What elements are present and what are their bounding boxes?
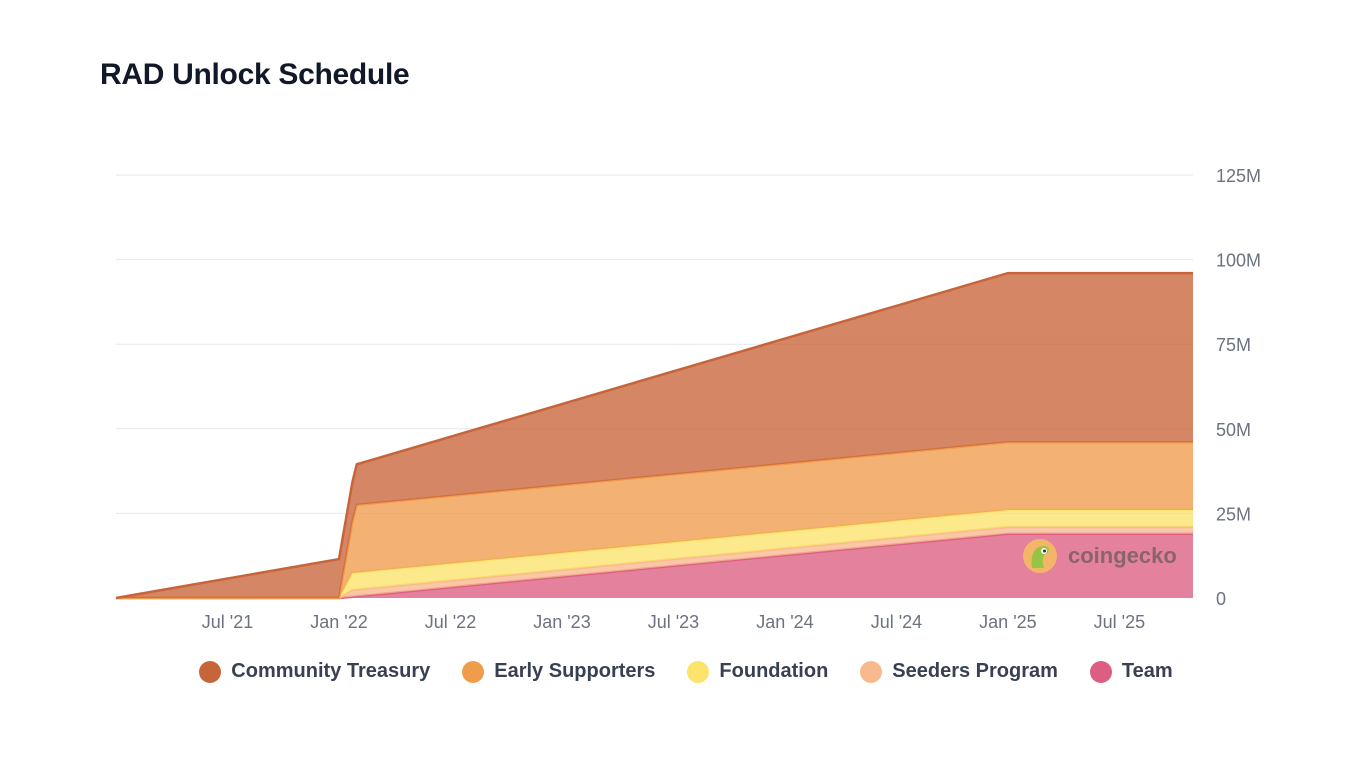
legend-label: Seeders Program	[892, 660, 1058, 682]
area-seeders-program[interactable]	[116, 526, 1193, 598]
legend-dot-icon	[860, 660, 883, 683]
legend-dot-icon	[199, 660, 222, 683]
gecko-logo-icon	[1023, 539, 1057, 573]
x-tick-label: Jul '23	[648, 612, 699, 632]
x-tick-label: Jul '25	[1094, 612, 1145, 632]
legend-item-seeders-program[interactable]: Seeders Program	[860, 660, 1058, 683]
y-tick-label: 100M	[1216, 251, 1261, 271]
x-tick-label: Jul '22	[425, 612, 476, 632]
chart-legend: Community Treasury Early Supporters Founda…	[0, 660, 1366, 683]
legend-item-community-treasury[interactable]: Community Treasury	[199, 660, 430, 683]
chart-title: RAD Unlock Schedule	[100, 58, 410, 91]
y-tick-label: 0	[1216, 589, 1226, 609]
legend-dot-icon	[462, 660, 485, 683]
x-tick-label: Jan '22	[310, 612, 367, 632]
area-foundation[interactable]	[116, 510, 1193, 598]
y-axis: 0 25M 50M 75M 100M 125M	[1216, 166, 1261, 609]
area-community-treasury[interactable]	[116, 273, 1193, 598]
legend-label: Early Supporters	[494, 660, 656, 682]
series-areas	[115, 271, 1193, 600]
legend-item-early-supporters[interactable]: Early Supporters	[462, 660, 655, 683]
y-tick-label: 25M	[1216, 504, 1251, 524]
area-early-supporters[interactable]	[116, 442, 1193, 598]
y-tick-label: 50M	[1216, 420, 1251, 440]
legend-label: Foundation	[719, 660, 829, 682]
x-tick-label: Jan '25	[979, 612, 1036, 632]
legend-item-team[interactable]: Team	[1089, 660, 1173, 683]
area-team[interactable]	[116, 533, 1193, 598]
x-tick-label: Jul '21	[202, 612, 253, 632]
x-tick-label: Jan '23	[533, 612, 590, 632]
x-tick-label: Jul '24	[871, 612, 922, 632]
x-axis: Jul '21 Jan '22 Jul '22 Jan '23 Jul '23 Jan '…	[202, 612, 1145, 632]
y-tick-label: 75M	[1216, 335, 1251, 355]
legend-dot-icon	[687, 660, 710, 683]
watermark-text: coingecko	[1068, 543, 1177, 568]
legend-dot-icon	[1089, 660, 1112, 683]
y-tick-label: 125M	[1216, 166, 1261, 186]
line-community-treasury	[115, 271, 1193, 600]
legend-item-foundation[interactable]: Foundation	[687, 660, 828, 683]
x-tick-label: Jan '24	[756, 612, 813, 632]
legend-label: Community Treasury	[231, 660, 431, 682]
coingecko-watermark: coingecko	[1022, 538, 1177, 574]
legend-label: Team	[1121, 660, 1173, 682]
